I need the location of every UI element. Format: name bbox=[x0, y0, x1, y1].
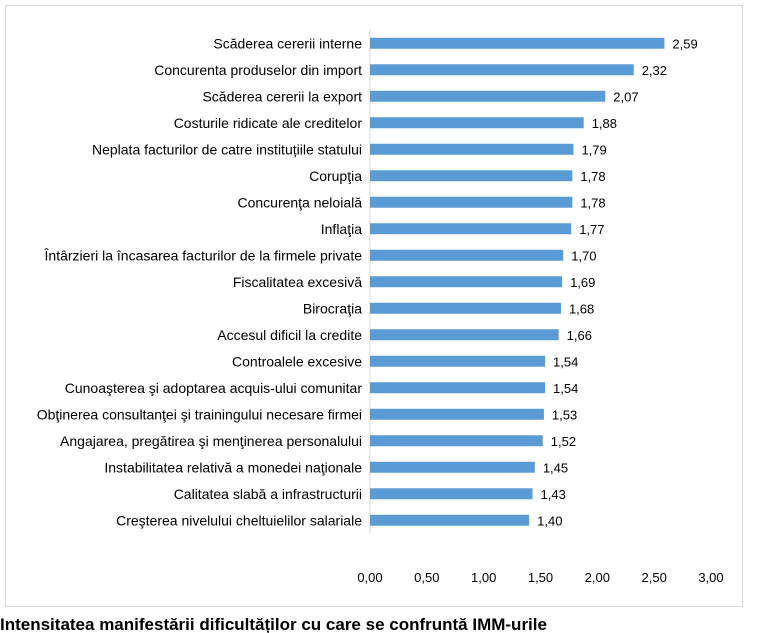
value-label: 2,07 bbox=[613, 89, 638, 104]
bar bbox=[370, 90, 606, 102]
value-label: 1,78 bbox=[580, 195, 605, 210]
value-label: 1,68 bbox=[569, 301, 594, 316]
category-label: Obţinerea consultanţei şi trainingului n… bbox=[37, 406, 362, 422]
value-label: 1,52 bbox=[551, 434, 576, 449]
chart-caption: Intensitatea manifestării dificultăților… bbox=[0, 615, 547, 633]
value-label: 1,79 bbox=[581, 142, 606, 157]
category-label: Cunoaşterea şi adoptarea acquis-ului com… bbox=[65, 380, 363, 396]
bar bbox=[370, 329, 559, 341]
bar bbox=[370, 514, 530, 526]
value-label: 1,40 bbox=[537, 513, 562, 528]
value-label: 1,70 bbox=[571, 248, 596, 263]
category-label: Inflaţia bbox=[321, 221, 362, 237]
category-label: Birocraţia bbox=[303, 300, 362, 316]
category-label: Corupţia bbox=[309, 168, 362, 184]
category-label: Calitatea slabă a infrastructurii bbox=[174, 486, 362, 502]
value-label: 1,78 bbox=[580, 169, 605, 184]
value-label: 1,88 bbox=[592, 116, 617, 131]
bar-chart: Scăderea cererii interne 2,59 Concurenta p… bbox=[37, 30, 724, 585]
bar bbox=[370, 249, 564, 261]
bar bbox=[370, 461, 535, 473]
category-label: Scăderea cererii la export bbox=[202, 88, 362, 104]
bar bbox=[370, 408, 544, 420]
category-label: Angajarea, pregătirea şi menţinerea pers… bbox=[60, 433, 362, 449]
category-label: Instabilitatea relativă a monedei naţion… bbox=[104, 459, 362, 475]
bar bbox=[370, 64, 634, 76]
value-label: 1,54 bbox=[553, 354, 578, 369]
bar bbox=[370, 117, 584, 129]
category-label: Fiscalitatea excesivă bbox=[233, 274, 362, 290]
category-label: Accesul dificil la credite bbox=[217, 327, 362, 343]
x-tick-label: 0,00 bbox=[357, 570, 382, 585]
category-label: Creşterea nivelului cheltuielilor salari… bbox=[116, 512, 362, 528]
value-label: 1,77 bbox=[579, 222, 604, 237]
x-tick-label: 1,50 bbox=[528, 570, 553, 585]
value-label: 1,43 bbox=[541, 487, 566, 502]
value-label: 1,45 bbox=[543, 460, 568, 475]
x-tick-label: 1,00 bbox=[471, 570, 496, 585]
bar bbox=[370, 488, 533, 500]
category-label: Scăderea cererii interne bbox=[213, 35, 362, 51]
value-label: 1,69 bbox=[570, 275, 595, 290]
category-label: Concurenta produselor din import bbox=[154, 62, 362, 78]
bar bbox=[370, 170, 573, 182]
bar bbox=[370, 196, 573, 208]
value-label: 1,66 bbox=[567, 328, 592, 343]
bar bbox=[370, 302, 561, 314]
value-label: 1,53 bbox=[552, 407, 577, 422]
bar bbox=[370, 276, 563, 288]
value-label: 1,54 bbox=[553, 381, 578, 396]
x-tick-label: 3,00 bbox=[698, 570, 723, 585]
x-tick-label: 0,50 bbox=[414, 570, 439, 585]
value-label: 2,32 bbox=[642, 63, 667, 78]
category-label: Concurenţa neloială bbox=[237, 194, 362, 210]
category-label: Întârzieri la încasarea facturilor de la… bbox=[44, 247, 363, 263]
bar bbox=[370, 435, 543, 447]
bar bbox=[370, 382, 546, 394]
x-tick-label: 2,50 bbox=[642, 570, 667, 585]
bar bbox=[370, 143, 574, 155]
value-label: 2,59 bbox=[672, 36, 697, 51]
bar bbox=[370, 37, 665, 49]
category-label: Controalele excesive bbox=[232, 353, 362, 369]
category-label: Neplata facturilor de catre instituțiile… bbox=[92, 141, 362, 157]
bar bbox=[370, 223, 572, 235]
x-tick-label: 2,00 bbox=[585, 570, 610, 585]
bar bbox=[370, 355, 546, 367]
category-label: Costurile ridicate ale creditelor bbox=[174, 115, 363, 131]
